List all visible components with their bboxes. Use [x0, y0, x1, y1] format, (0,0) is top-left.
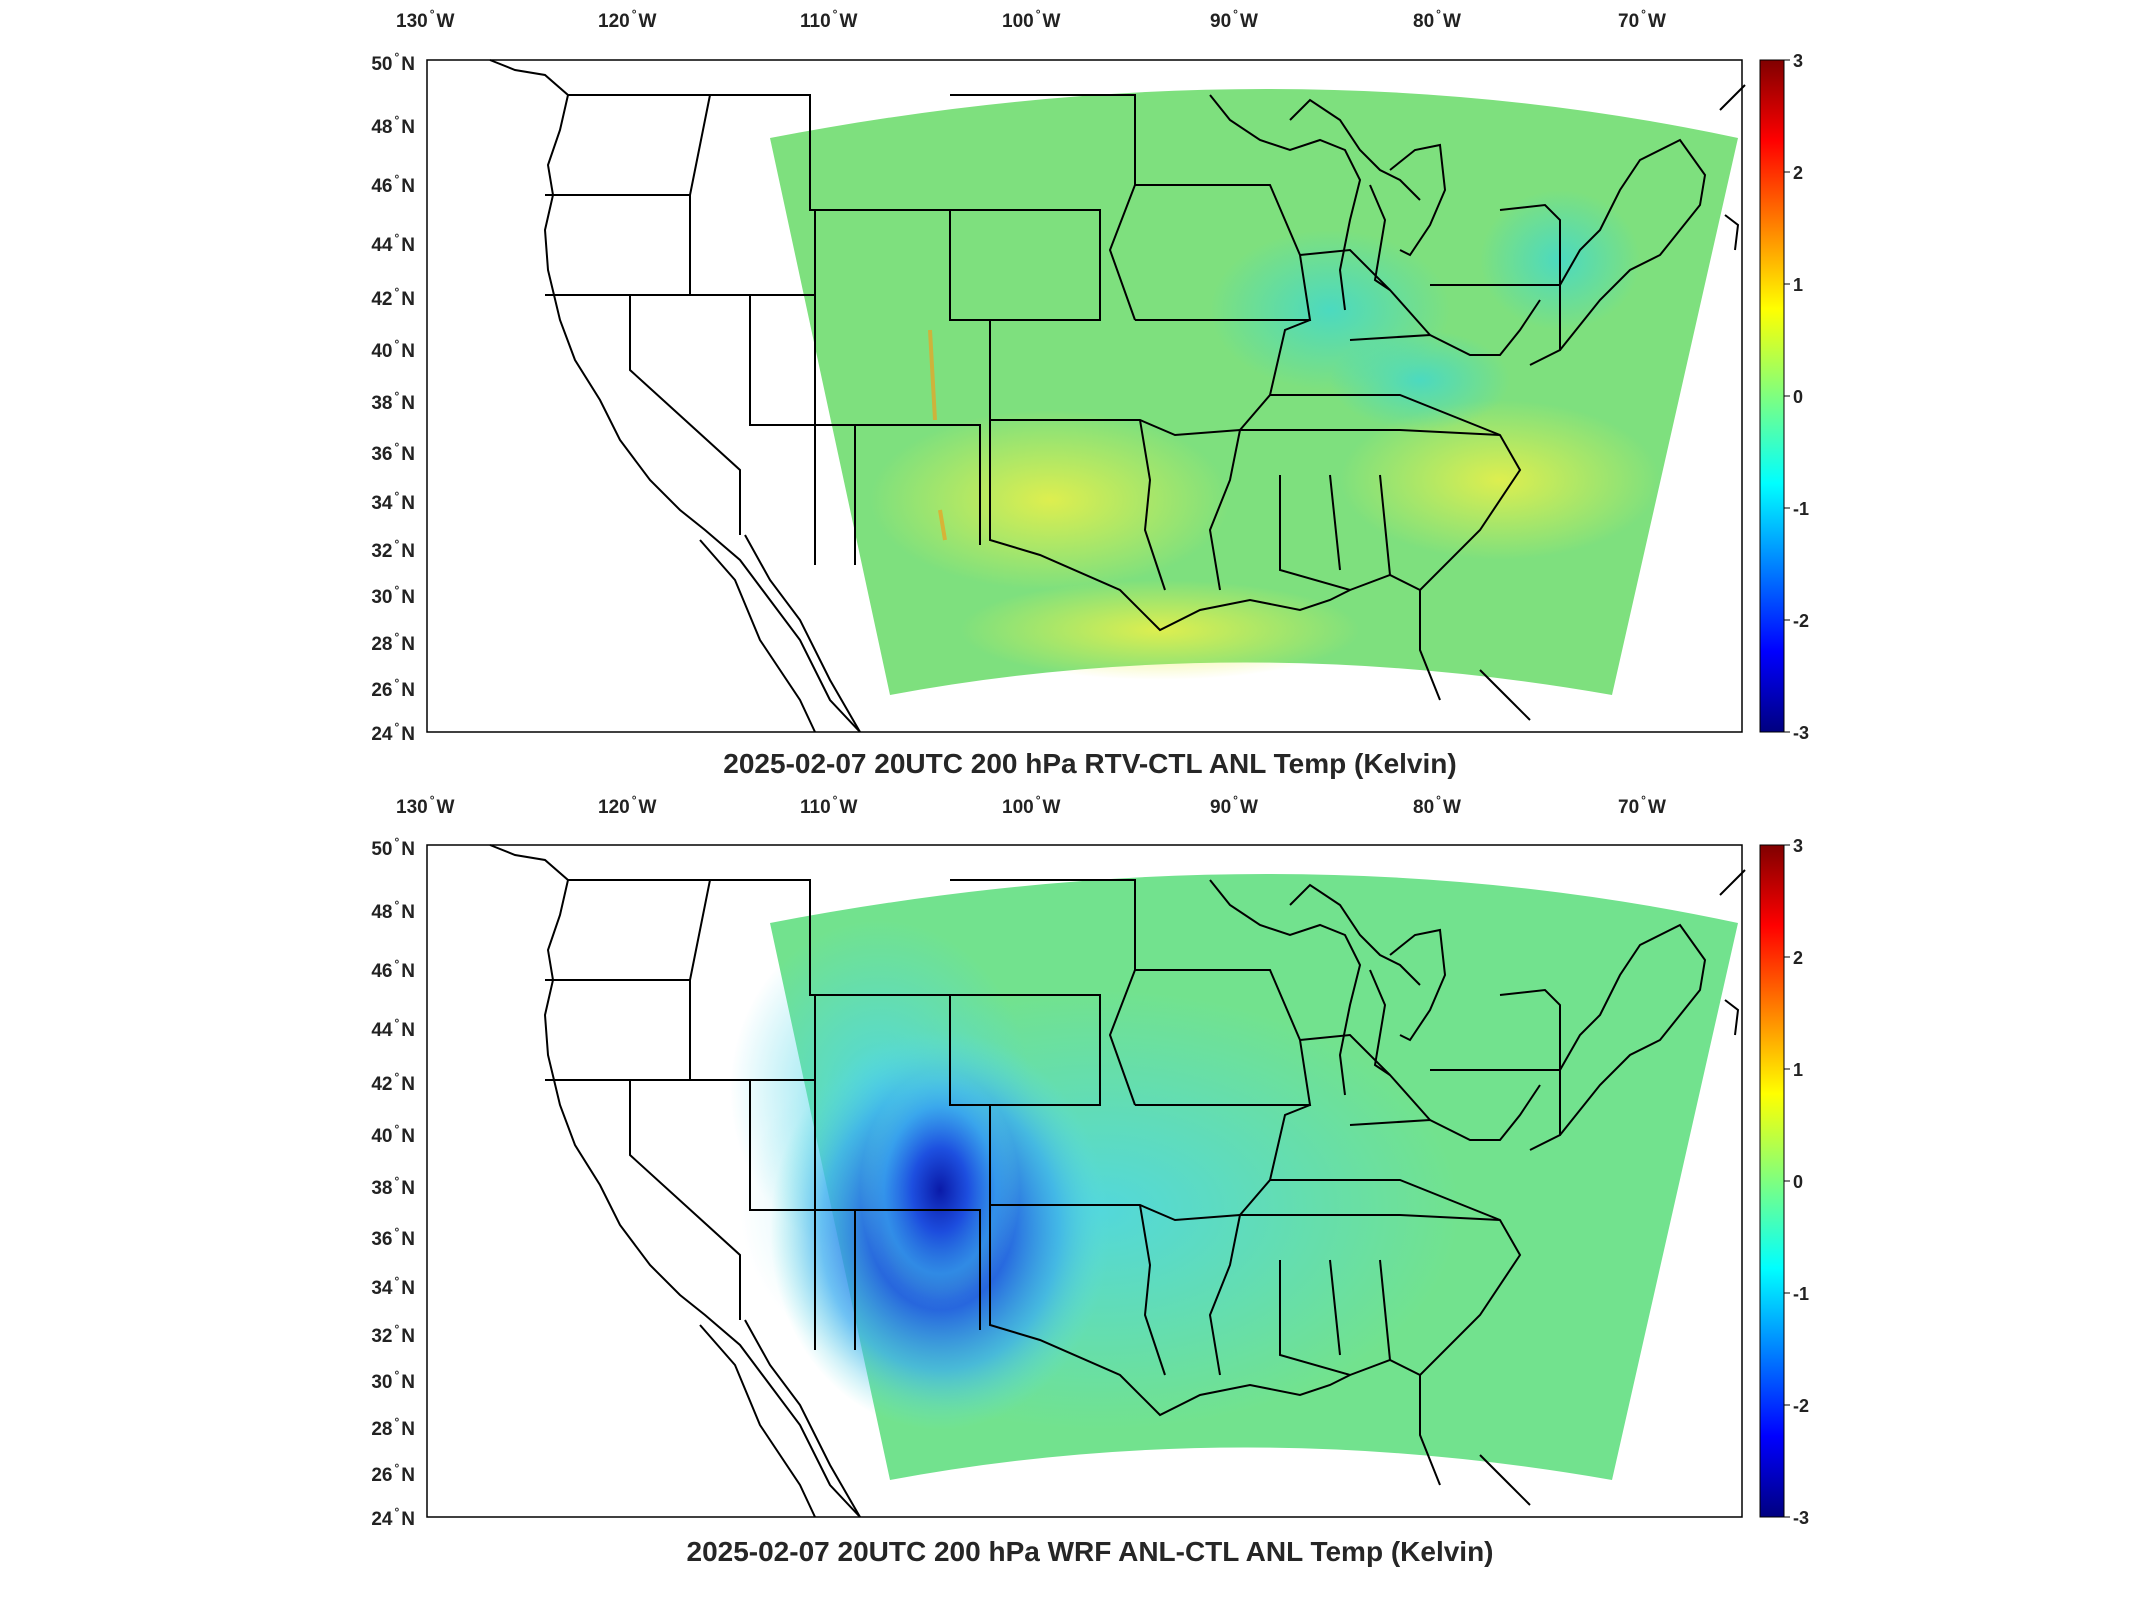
- lat-label: 26 ° N: [371, 676, 415, 701]
- lat-label: 48 ° N: [371, 113, 415, 138]
- lon-label: 130 ° W: [396, 7, 455, 32]
- colorbar: [1759, 59, 1785, 733]
- map-svg-top: [426, 59, 1790, 733]
- lat-label: 46 ° N: [371, 957, 415, 982]
- lat-label: 44 ° N: [371, 231, 415, 256]
- lon-label: 120 ° W: [598, 793, 657, 818]
- lon-label: 70 ° W: [1618, 7, 1666, 32]
- map-title: 2025-02-07 20UTC 200 hPa WRF ANL-CTL ANL…: [686, 1536, 1494, 1567]
- colorbar-tick-label: 2: [1793, 163, 1804, 183]
- state-borders: [489, 844, 1707, 1518]
- lon-label: 110 ° W: [800, 793, 858, 818]
- lat-label: 40 ° N: [371, 1122, 415, 1147]
- colorbar-tick-label: 1: [1793, 1060, 1804, 1080]
- lat-label: 48 ° N: [371, 898, 415, 923]
- colorbar-tick-label: 2: [1793, 948, 1804, 968]
- lat-label: 38 ° N: [371, 389, 415, 414]
- colorbar-tick-label: -2: [1793, 611, 1810, 631]
- lon-label: 80 ° W: [1413, 7, 1461, 32]
- lat-label: 34 ° N: [371, 1274, 415, 1299]
- lat-label: 44 ° N: [371, 1016, 415, 1041]
- lon-label: 90 ° W: [1210, 7, 1258, 32]
- lat-label: 46 ° N: [371, 172, 415, 197]
- lon-label: 100 ° W: [1002, 793, 1061, 818]
- lon-label: 70 ° W: [1618, 793, 1666, 818]
- lat-label: 34 ° N: [371, 489, 415, 514]
- lon-label: 120 ° W: [598, 7, 657, 32]
- colorbar: [1759, 844, 1785, 1518]
- colorbar-tick-label: -1: [1793, 499, 1810, 519]
- lon-label: 110 ° W: [800, 7, 858, 32]
- lat-label: 36 ° N: [371, 440, 415, 465]
- lat-label: 50 ° N: [371, 50, 415, 75]
- lat-label: 42 ° N: [371, 285, 415, 310]
- colorbar-tick-label: 1: [1793, 275, 1804, 295]
- map-svg-bottom: [426, 844, 1790, 1518]
- lat-label: 24 ° N: [371, 1505, 415, 1530]
- lat-label: 28 ° N: [371, 630, 415, 655]
- lon-label: 80 ° W: [1413, 793, 1461, 818]
- map-title: 2025-02-07 20UTC 200 hPa RTV-CTL ANL Tem…: [723, 748, 1457, 779]
- lat-label: 30 ° N: [371, 583, 415, 608]
- colorbar-tick-label: 3: [1793, 51, 1804, 71]
- colorbar-tick-label: -3: [1793, 723, 1810, 743]
- colorbar-tick-label: -2: [1793, 1396, 1810, 1416]
- lon-label: 100 ° W: [1002, 7, 1061, 32]
- lat-label: 32 ° N: [371, 1322, 415, 1347]
- lat-label: 38 ° N: [371, 1174, 415, 1199]
- lat-label: 50 ° N: [371, 835, 415, 860]
- colorbar-tick-label: 0: [1793, 387, 1804, 407]
- lon-label: 90 ° W: [1210, 793, 1258, 818]
- map-panel-rtv-ctl: 130 ° W 120 ° W 110 ° W 100 ° W 90 ° W 80 ° W 70 ° W 5…: [0, 0, 2133, 792]
- lat-label: 28 ° N: [371, 1415, 415, 1440]
- colorbar-tick-label: 3: [1793, 836, 1804, 856]
- lat-label: 24 ° N: [371, 720, 415, 745]
- colorbar-tick-label: 0: [1793, 1172, 1804, 1192]
- lat-label: 30 ° N: [371, 1368, 415, 1393]
- lat-label: 26 ° N: [371, 1461, 415, 1486]
- lat-label: 42 ° N: [371, 1070, 415, 1095]
- lat-label: 40 ° N: [371, 337, 415, 362]
- lat-label: 32 ° N: [371, 537, 415, 562]
- lat-label: 36 ° N: [371, 1225, 415, 1250]
- colorbar-tick-label: -3: [1793, 1508, 1810, 1528]
- colorbar-tick-label: -1: [1793, 1284, 1810, 1304]
- map-panel-wrf-ctl: 130 ° W 120 ° W 110 ° W 100 ° W 90 ° W 80 ° W 70 ° W 5…: [0, 790, 2133, 1600]
- lon-label: 130 ° W: [396, 793, 455, 818]
- state-borders: [489, 59, 1707, 733]
